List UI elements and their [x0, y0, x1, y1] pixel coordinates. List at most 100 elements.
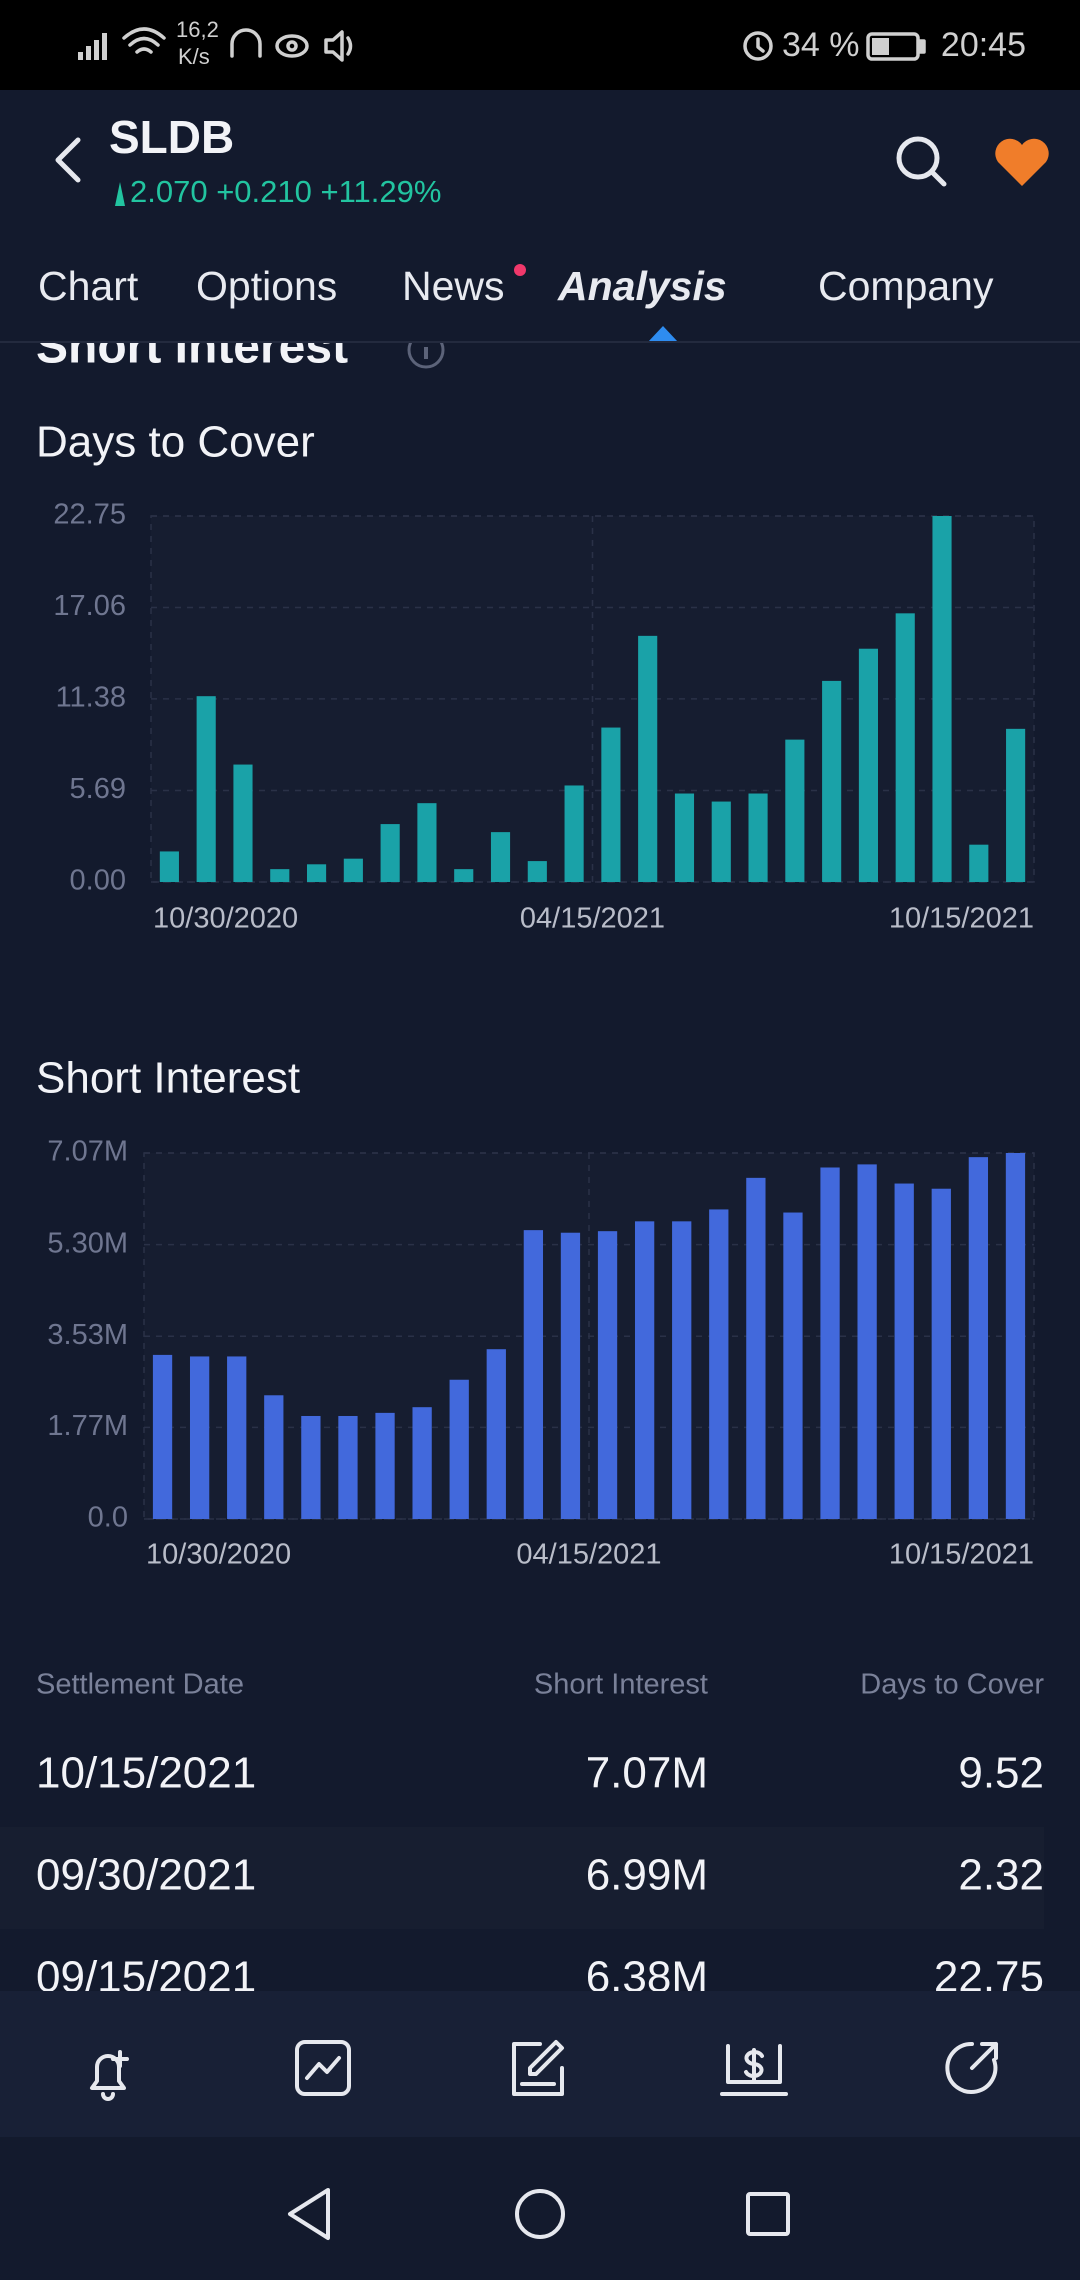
x-tick-label: 04/15/2021 [520, 903, 665, 935]
bar [564, 785, 584, 882]
nav-recent[interactable] [746, 2192, 790, 2236]
bar [1006, 728, 1026, 882]
nav-home[interactable] [515, 2189, 565, 2239]
clock: 20:45 [941, 26, 1026, 64]
table-rows: 10/15/2021 7.07M 9.52 09/30/2021 6.99M 2.32 09… [36, 1749, 1044, 2002]
bar [301, 1415, 321, 1519]
share-button[interactable] [945, 2041, 998, 2094]
bar [343, 858, 363, 882]
price: 2.070 [130, 174, 208, 209]
bar [969, 844, 989, 882]
change-percent: +11.29% [321, 174, 442, 209]
table-cell: 09/15/2021 [36, 1953, 256, 2002]
toolbar-icons [90, 2040, 998, 2101]
x-tick-label: 10/30/2020 [146, 1539, 291, 1571]
bar [233, 764, 253, 882]
bar [638, 635, 658, 882]
table-cell: 09/30/2021 [36, 1851, 256, 1900]
y-tick-label: 0.0 [88, 1502, 128, 1534]
bar [1005, 1153, 1026, 1519]
up-arrow [115, 182, 125, 206]
y-tick-label: 0.00 [70, 865, 126, 897]
search-button[interactable] [896, 136, 947, 187]
table-cell: 2.32 [958, 1851, 1044, 1900]
row-stripe [0, 1827, 1044, 1929]
table-cell: 9.52 [958, 1749, 1044, 1798]
bar [857, 1164, 877, 1519]
symbol: SLDB [109, 111, 234, 163]
section-title: Short Interest [36, 321, 348, 374]
bar [486, 1349, 506, 1519]
info-icon-bar [424, 347, 428, 359]
y-tick-label: 5.30M [47, 1227, 128, 1259]
tab-active[interactable]: Analysis [557, 263, 727, 309]
bar [375, 1412, 395, 1519]
change: +0.210 [216, 174, 312, 209]
table-cell: 7.07M [586, 1749, 708, 1798]
table-cell: 6.99M [586, 1851, 708, 1900]
y-tick-label: 1.77M [47, 1410, 128, 1442]
table-cell: 10/15/2021 [36, 1749, 256, 1798]
y-tick-label: 17.06 [53, 590, 126, 622]
bar [159, 851, 179, 882]
toolbar [0, 1991, 1080, 2137]
signal-icon [78, 33, 107, 60]
tab[interactable]: Chart [38, 263, 139, 309]
favorite-button[interactable] [995, 138, 1049, 186]
bar [932, 516, 952, 882]
chart-title: Short Interest [36, 1054, 300, 1103]
status-bar [0, 0, 1080, 90]
bar [931, 1188, 951, 1519]
bar [597, 1231, 618, 1519]
tab[interactable]: Company [818, 263, 994, 309]
bar [227, 1356, 247, 1519]
bar [417, 803, 437, 882]
column-header: Days to Cover [860, 1669, 1044, 1701]
x-tick-label: 04/15/2021 [516, 1539, 661, 1571]
chart-button[interactable] [295, 2040, 351, 2096]
y-tick-label: 11.38 [56, 682, 126, 714]
info-icon[interactable] [407, 333, 445, 369]
bar [968, 1157, 989, 1519]
bar [709, 1209, 729, 1519]
bar [785, 739, 805, 882]
bar [412, 1407, 432, 1519]
bar [822, 680, 842, 882]
bar [189, 1356, 210, 1519]
battery-level [872, 38, 889, 55]
bar [523, 1230, 544, 1519]
bar [527, 861, 547, 882]
bar [634, 1221, 655, 1519]
bar [380, 824, 400, 882]
tab[interactable]: News [402, 263, 505, 309]
trade-button[interactable] [720, 2044, 788, 2096]
bar [449, 1379, 469, 1519]
back-button[interactable] [55, 137, 81, 183]
alert-button[interactable] [90, 2050, 129, 2101]
nav-bar [0, 2137, 1080, 2280]
bar [820, 1167, 840, 1519]
tab[interactable]: Options [196, 263, 337, 309]
status-icons [230, 28, 926, 62]
chart-title: Days to Cover [36, 418, 315, 467]
bar [672, 1221, 692, 1519]
bar [858, 648, 879, 882]
divider [0, 341, 1080, 343]
bar [711, 801, 731, 882]
bar [454, 869, 474, 882]
y-tick-label: 22.75 [53, 499, 126, 531]
charts: Days to Cover 0.00 5.69 11.38 17.06 22.75 10/3… [36, 418, 1035, 1571]
news-dot [514, 264, 526, 276]
bar [674, 793, 695, 882]
chart: Days to Cover 0.00 5.69 11.38 17.06 22.75 10/3… [36, 418, 1035, 935]
bar [338, 1415, 358, 1519]
nav-back[interactable] [288, 2188, 330, 2240]
table-cell: 6.38M [586, 1953, 708, 2002]
bar [894, 1183, 914, 1519]
column-header: Settlement Date [36, 1669, 244, 1701]
note-button[interactable] [512, 2040, 564, 2096]
content: Short Interest Days to Cover 0.00 5.69 11.3… [0, 321, 1044, 2002]
bar [748, 793, 768, 882]
